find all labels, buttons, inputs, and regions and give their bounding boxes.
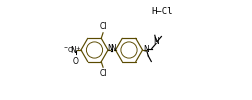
Text: N: N: [110, 44, 116, 53]
Text: Cl: Cl: [99, 69, 107, 78]
Text: H−Cl: H−Cl: [152, 8, 173, 16]
Text: Cl: Cl: [99, 22, 107, 31]
Text: $^{-}$O: $^{-}$O: [63, 45, 75, 54]
Text: O: O: [73, 57, 79, 66]
Text: N: N: [154, 37, 160, 46]
Text: N$^{+}$: N$^{+}$: [70, 44, 82, 56]
Text: N: N: [143, 44, 149, 54]
Text: N: N: [108, 44, 113, 53]
